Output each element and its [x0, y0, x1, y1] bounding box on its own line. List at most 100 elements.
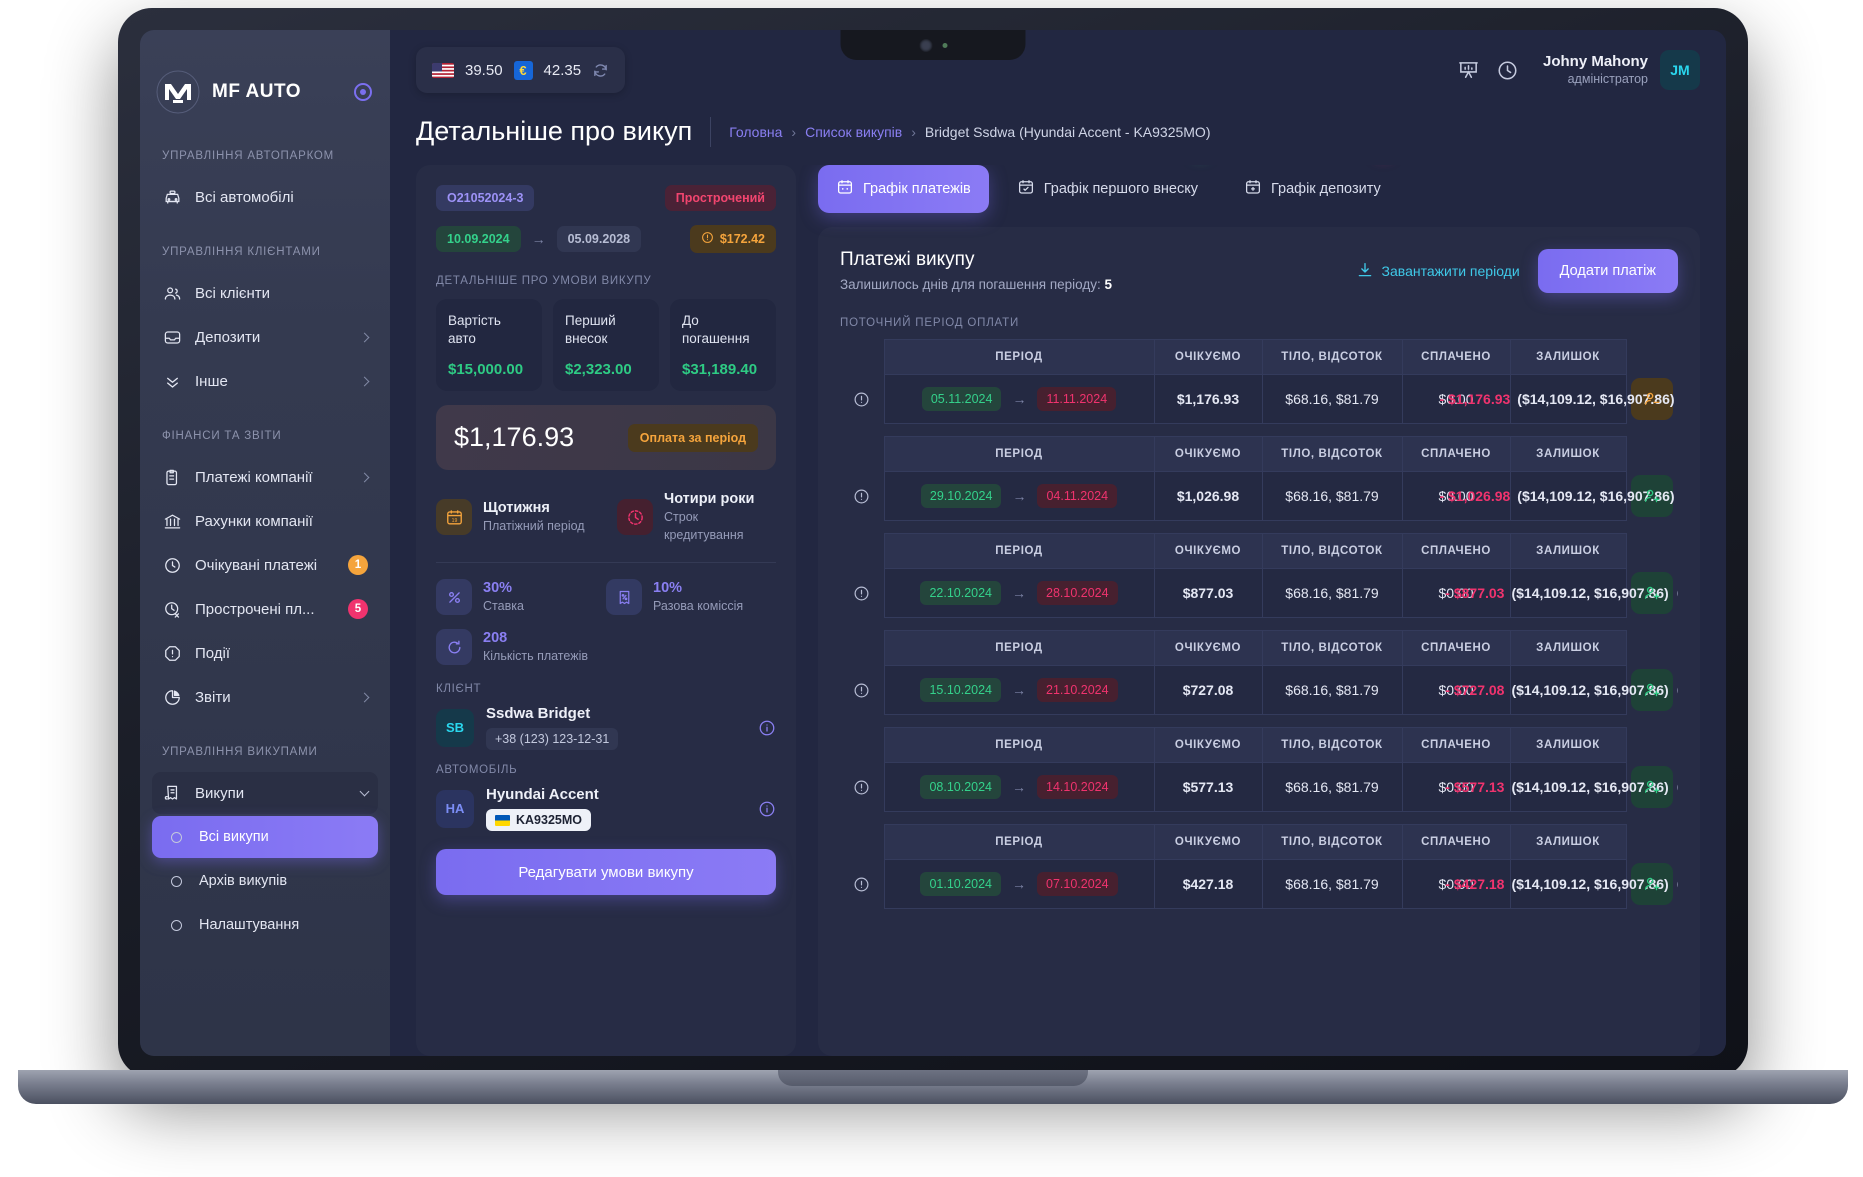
user-plus-icon[interactable]: [1631, 863, 1674, 905]
calendar-icon: 19: [436, 499, 472, 536]
currency-rates-widget[interactable]: 39.50 € 42.35: [416, 47, 626, 93]
page-title: Детальніше про викуп: [416, 116, 693, 146]
col-expected: ОЧІКУЄМО: [1153, 824, 1263, 860]
chevron-down-icon: [359, 786, 370, 797]
eur-rate-value: 42.35: [543, 61, 582, 79]
info-credit-term: Чотири роки Строк кредитування: [617, 490, 776, 544]
clock-icon[interactable]: [1496, 59, 1519, 82]
sidebar-item-all-buyouts[interactable]: Всі викупи: [152, 816, 378, 858]
alert-circle-icon[interactable]: [846, 779, 878, 796]
sidebar-item-company-accounts[interactable]: Рахунки компанії: [152, 500, 378, 542]
user-plus-icon[interactable]: [1631, 475, 1674, 517]
cell-paid: $0.00: [1401, 374, 1511, 424]
arrow-icon: →: [1012, 682, 1026, 698]
clipboard-icon: [162, 467, 182, 487]
col-paid: СПЛАЧЕНО: [1401, 436, 1511, 472]
car-icon: [162, 187, 182, 207]
payments-scroll-area[interactable]: ПЕРІОД ОЧІКУЄМО ТІЛО, ВІДСОТОК СПЛАЧЕНО …: [840, 339, 1678, 1056]
tab-deposit-schedule[interactable]: Графік депозиту !: [1226, 165, 1399, 213]
refresh-icon[interactable]: [592, 62, 609, 79]
user-minus-icon[interactable]: [1631, 378, 1674, 420]
sidebar-item-company-payments[interactable]: Платежі компанії: [152, 456, 378, 498]
info-circle-icon[interactable]: [1676, 780, 1678, 795]
info-circle-icon[interactable]: [758, 800, 776, 818]
stat-label: Вартість авто: [448, 313, 501, 346]
col-blank: [840, 437, 884, 472]
cell-body-percent: $68.16, $81.79: [1261, 374, 1403, 424]
alert-circle-icon[interactable]: [846, 682, 878, 699]
col-action: [1626, 534, 1678, 569]
row-info-cell[interactable]: [840, 375, 884, 424]
table-row: 29.10.2024 → 04.11.2024 $1,026.98 $68.16…: [840, 471, 1678, 521]
date-start-badge: 10.09.2024: [436, 226, 521, 252]
cell-action: [1626, 666, 1678, 715]
sidebar-item-label: Всі викупи: [199, 829, 269, 845]
sidebar-section-title: ФІНАНСИ ТА ЗВІТИ: [162, 430, 282, 442]
row-info-cell[interactable]: [840, 860, 884, 909]
sidebar-item-all-clients[interactable]: Всі клієнти: [152, 272, 378, 314]
presentation-chart-icon[interactable]: [1457, 59, 1480, 82]
user-plus-icon[interactable]: [1631, 669, 1674, 711]
add-payment-button[interactable]: Додати платіж: [1537, 249, 1678, 293]
alert-circle-icon[interactable]: [846, 876, 878, 893]
row-info-cell[interactable]: [840, 666, 884, 715]
col-blank: [840, 631, 884, 666]
col-paid: СПЛАЧЕНО: [1401, 339, 1511, 375]
info-circle-icon[interactable]: [758, 719, 776, 737]
breadcrumb-item-list[interactable]: Список викупів: [805, 123, 903, 140]
payment-table: ПЕРІОД ОЧІКУЄМО ТІЛО, ВІДСОТОК СПЛАЧЕНО …: [840, 533, 1678, 618]
download-periods-link[interactable]: Завантажити періоди: [1356, 261, 1520, 282]
sidebar-item-expected-payments[interactable]: Очікувані платежі 1: [152, 544, 378, 586]
sidebar-item-label: Платежі компанії: [195, 468, 313, 486]
avatar[interactable]: JM: [1660, 50, 1700, 90]
right-column: Графік платежів Графік першого внеску: [818, 165, 1700, 1056]
rest-negative: - $1,176.93: [1439, 391, 1511, 407]
webcam-indicator-icon: [942, 42, 947, 48]
info-circle-icon[interactable]: [1676, 586, 1678, 601]
col-action: [1626, 728, 1678, 763]
date-end-badge: 05.09.2028: [556, 226, 642, 252]
user-plus-icon[interactable]: [1631, 572, 1674, 614]
alert-circle-icon[interactable]: [846, 488, 878, 505]
sidebar-item-all-cars[interactable]: Всі автомобілі: [152, 176, 378, 218]
mini-one-time-fee: 10% Разова коміссія: [606, 579, 776, 616]
user-role: адміністратор: [1567, 71, 1648, 86]
clock-alert-icon: [162, 599, 182, 619]
penalty-value: $172.42: [719, 232, 765, 246]
sidebar-item-label: Звіти: [195, 688, 231, 706]
tab-payment-schedule[interactable]: Графік платежів: [818, 165, 989, 213]
sidebar-item-other[interactable]: Інше: [152, 360, 378, 402]
info-circle-icon[interactable]: [1676, 683, 1678, 698]
sidebar-section-title: УПРАВЛІННЯ ВИКУПАМИ: [162, 746, 318, 758]
user-profile[interactable]: Johny Mahony адміністратор JM: [1543, 50, 1700, 90]
car-row[interactable]: HA Hyundai Accent KA9325MO: [436, 786, 776, 832]
alert-circle-icon[interactable]: [846, 391, 878, 408]
col-rest: ЗАЛИШОК: [1509, 436, 1627, 472]
laptop-mockup: MF AUTO УПРАВЛІННЯ АВТОПАРКОМ Всі а: [18, 8, 1848, 1104]
sidebar-item-buyouts[interactable]: Викупи: [152, 772, 378, 814]
col-period: ПЕРІОД: [883, 436, 1155, 472]
sidebar-item-reports[interactable]: Звіти: [152, 676, 378, 718]
collapse-toggle-icon[interactable]: [354, 83, 372, 101]
info-circle-icon[interactable]: [1676, 877, 1678, 892]
sidebar-item-buyouts-archive[interactable]: Архів викупів: [152, 860, 378, 902]
breadcrumb-item-home[interactable]: Головна: [729, 123, 783, 140]
rest-breakdown: ($14,109.12, $16,907.86): [1517, 391, 1675, 407]
row-info-cell[interactable]: [840, 763, 884, 812]
sidebar-item-overdue-payments[interactable]: Прострочені пл... 5: [152, 588, 378, 630]
alert-circle-icon[interactable]: [846, 585, 878, 602]
car-name: Hyundai Accent: [486, 786, 599, 804]
sidebar-item-deposits[interactable]: Депозити: [152, 316, 378, 358]
user-plus-icon[interactable]: [1631, 766, 1674, 808]
sidebar-section-title: УПРАВЛІННЯ КЛІЄНТАМИ: [162, 246, 321, 258]
sidebar-item-events[interactable]: Події: [152, 632, 378, 674]
table-row: 15.10.2024 → 21.10.2024 $727.08 $68.16, …: [840, 665, 1678, 715]
cell-period: 29.10.2024 → 04.11.2024: [883, 471, 1155, 521]
sidebar-item-buyouts-settings[interactable]: Налаштування: [152, 904, 378, 946]
row-info-cell[interactable]: [840, 569, 884, 618]
rest-breakdown: ($14,109.12, $16,907.86): [1511, 779, 1669, 795]
client-row[interactable]: SB Ssdwa Bridget +38 (123) 123-12-31: [436, 705, 776, 751]
row-info-cell[interactable]: [840, 472, 884, 521]
edit-buyout-terms-button[interactable]: Редагувати умови викупу: [436, 849, 776, 896]
tab-first-payment-schedule[interactable]: Графік першого внеску: [999, 165, 1216, 213]
